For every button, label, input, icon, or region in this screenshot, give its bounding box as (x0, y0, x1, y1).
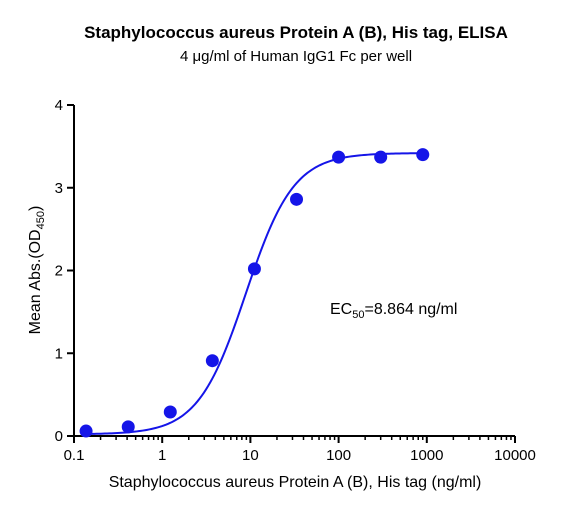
x-tick-label: 100 (326, 447, 351, 464)
data-point (121, 420, 135, 434)
chart-subtitle: 4 μg/ml of Human IgG1 Fc per well (180, 48, 412, 65)
fit-curve-layer (86, 152, 423, 435)
axes (73, 105, 515, 437)
data-points (79, 148, 430, 438)
x-tick-label: 0.1 (64, 447, 85, 464)
x-tick-label: 1 (158, 447, 166, 464)
y-tick-label: 2 (55, 263, 63, 280)
chart-title: Staphylococcus aureus Protein A (B), His… (84, 23, 508, 42)
data-point (416, 148, 430, 162)
y-axis-label-subscript: 450 (35, 211, 47, 229)
y-tick-label: 4 (55, 97, 63, 114)
y-tick-label: 0 (55, 428, 63, 445)
data-point (205, 354, 219, 368)
x-axis-label: Staphylococcus aureus Protein A (B), His… (109, 474, 482, 491)
y-axis-ticks: 0 1 2 3 4 (55, 97, 74, 445)
y-axis-label: Mean Abs.(OD450) (27, 206, 47, 335)
x-tick-label: 10000 (494, 447, 536, 464)
data-point (332, 150, 346, 164)
fit-curve (86, 152, 423, 435)
data-point (374, 150, 388, 164)
y-tick-label: 3 (55, 180, 63, 197)
ec50-suffix: =8.864 ng/ml (364, 301, 457, 318)
y-axis-label-main: Mean Abs.(OD (27, 229, 44, 334)
ec50-annotation: EC50=8.864 ng/ml (330, 301, 457, 321)
x-tick-label: 10 (242, 447, 259, 464)
data-point (290, 192, 304, 206)
data-point (247, 262, 261, 276)
y-tick-label: 1 (55, 345, 63, 362)
y-axis-label-end: ) (27, 206, 44, 211)
data-point (79, 424, 93, 438)
ec50-subscript: 50 (352, 309, 364, 321)
x-tick-label: 1000 (410, 447, 443, 464)
ec50-prefix: EC (330, 301, 352, 318)
data-point (163, 405, 177, 419)
x-axis-ticks: 0.1 1 10 100 1000 10000 (64, 436, 536, 464)
